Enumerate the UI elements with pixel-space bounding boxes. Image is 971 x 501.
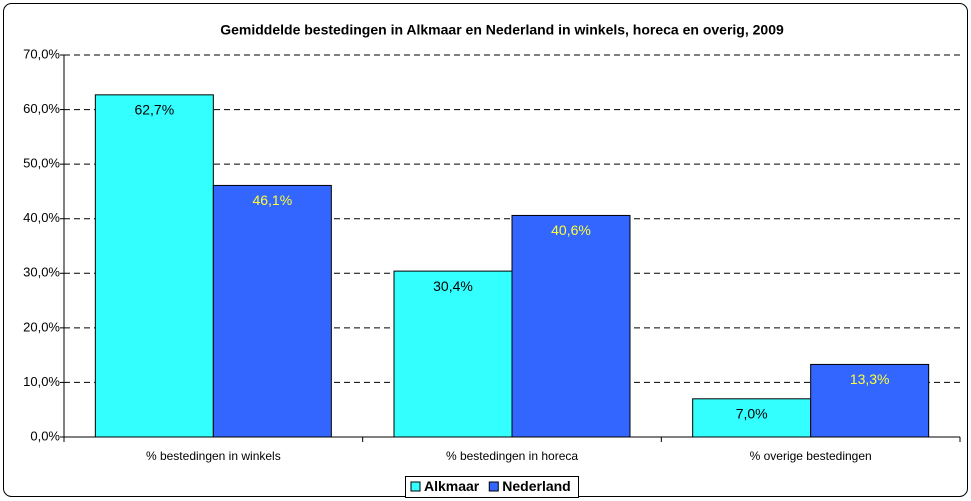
y-tick-label: 60,0% — [23, 101, 60, 116]
value-label: 30,4% — [433, 278, 473, 294]
legend-swatch — [410, 481, 421, 492]
value-label: 46,1% — [252, 192, 292, 208]
y-tick-label: 30,0% — [23, 265, 60, 280]
value-label: 62,7% — [134, 102, 174, 118]
y-tick-label: 0,0% — [30, 428, 60, 443]
y-tick-label: 40,0% — [23, 210, 60, 225]
chart-title: Gemiddelde bestedingen in Alkmaar en Ned… — [220, 22, 784, 38]
legend-label: Nederland — [502, 478, 570, 494]
y-tick-label: 10,0% — [23, 374, 60, 389]
value-label: 40,6% — [551, 222, 591, 238]
x-tick-label: % overige bestedingen — [750, 449, 872, 463]
legend-swatch — [488, 481, 499, 492]
bar — [94, 94, 214, 438]
bar — [393, 270, 513, 438]
value-label: 7,0% — [736, 406, 768, 422]
legend-label: Alkmaar — [424, 478, 480, 494]
y-tick-label: 20,0% — [23, 319, 60, 334]
x-tick-label: % bestedingen in winkels — [146, 449, 281, 463]
y-tick-label: 70,0% — [23, 46, 60, 61]
value-label: 13,3% — [850, 371, 890, 387]
x-tick-label: % bestedingen in horeca — [446, 449, 578, 463]
bar — [810, 363, 930, 438]
y-tick-label: 50,0% — [23, 156, 60, 171]
bar — [692, 398, 812, 438]
bar — [511, 214, 631, 438]
bar — [212, 184, 332, 438]
